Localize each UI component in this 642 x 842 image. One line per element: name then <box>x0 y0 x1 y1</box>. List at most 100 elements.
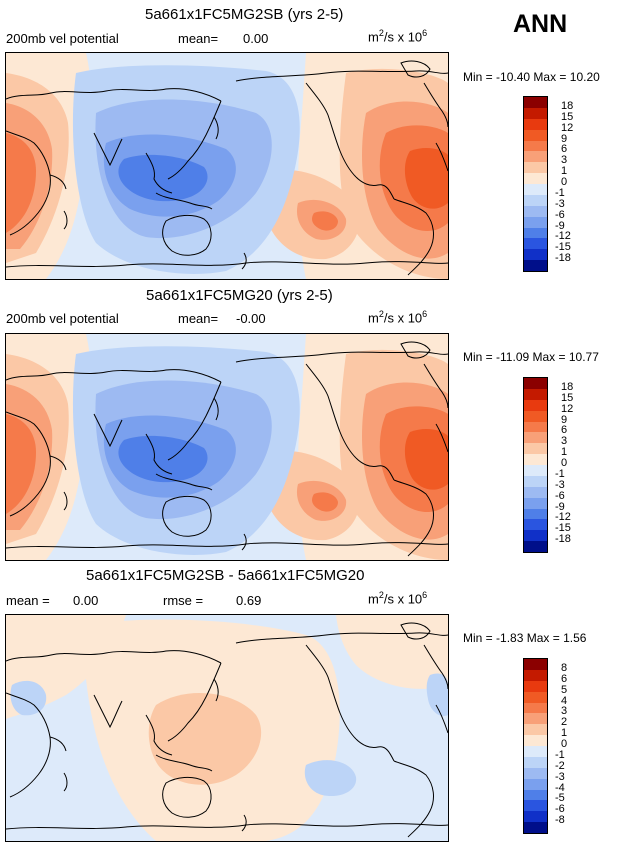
coastline <box>6 542 448 549</box>
colorbar-tick-label: -6 <box>555 208 565 221</box>
colorbar-tick-label: -1 <box>555 467 565 480</box>
coastline <box>355 738 395 762</box>
coastline <box>423 82 448 128</box>
field-positive-9 <box>404 429 448 490</box>
coastline <box>155 192 213 210</box>
colorbar-swatch <box>524 184 547 195</box>
colorbar-swatch <box>524 249 547 261</box>
colorbar-tick-label: -8 <box>555 814 565 827</box>
coastline <box>355 176 395 200</box>
panel3-minmax: Min = -1.83 Max = 1.56 <box>463 631 587 645</box>
colorbar-swatch <box>524 151 547 163</box>
field-diff-negative-left <box>10 680 47 716</box>
coastline <box>213 397 219 421</box>
colorbar-tick-label: 0 <box>561 457 568 469</box>
map-svg <box>6 53 448 279</box>
colorbar-tick-label: 15 <box>561 110 574 123</box>
colorbar-swatch <box>524 702 547 714</box>
colorbar-tick-label: 12 <box>561 121 574 134</box>
panel2-title: 5a661x1FC5MG20 (yrs 2-5) <box>146 287 333 304</box>
panel1-mean-value: 0.00 <box>243 31 269 46</box>
colorbar-tick-label: 1 <box>561 727 568 740</box>
panel2-map <box>5 333 449 561</box>
panel2-mean-label: mean= <box>178 311 219 326</box>
colorbar-swatch <box>524 475 547 487</box>
coastline <box>93 132 123 167</box>
colorbar-swatch <box>524 399 547 411</box>
map-svg <box>6 334 448 560</box>
colorbar-tick-label: -18 <box>555 533 571 546</box>
coastline <box>145 714 173 756</box>
colorbar-swatch <box>524 378 547 389</box>
coastlines <box>6 341 448 557</box>
colorbar-tick-label: 9 <box>561 413 568 426</box>
colorbar-swatch <box>524 724 547 736</box>
coastline <box>400 60 431 78</box>
colorbar-tick-label: 15 <box>561 391 574 404</box>
colorbar-tick-label: 1 <box>561 165 568 178</box>
colorbar-tick-label: -3 <box>555 770 565 783</box>
colorbar-tick-label: 0 <box>561 176 568 188</box>
colorbar-swatch <box>524 260 547 271</box>
colorbar-tick-label: 3 <box>561 154 568 167</box>
colorbar-tick-label: 4 <box>561 694 568 707</box>
colorbar-tick-label: -9 <box>555 500 565 513</box>
colorbar-tick-label: 3 <box>561 705 568 718</box>
colorbar-swatch <box>524 465 547 476</box>
colorbar-tick-label: -15 <box>555 241 571 254</box>
colorbar-swatch <box>524 118 547 130</box>
coastline <box>235 351 448 363</box>
coastline <box>241 533 247 551</box>
colorbar-swatch <box>524 659 547 670</box>
colorbar-swatch <box>524 238 547 250</box>
panel1-title: 5a661x1FC5MG2SB (yrs 2-5) <box>145 6 344 23</box>
coastline <box>167 381 222 461</box>
colorbar-swatch <box>524 486 547 498</box>
colorbar-swatch <box>524 669 547 681</box>
coastline <box>435 704 448 734</box>
colorbar-swatch <box>524 97 547 108</box>
colorbar-swatch <box>524 680 547 692</box>
coastline <box>393 479 434 557</box>
colorbar-tick-label: 12 <box>561 402 574 415</box>
colorbar-tick-label: 2 <box>561 716 568 729</box>
coastline <box>241 814 247 832</box>
coastline <box>6 261 448 268</box>
colorbar-tick-label: -6 <box>555 803 565 816</box>
field-left-6 <box>6 414 36 514</box>
colorbar-tick-label: -9 <box>555 219 565 232</box>
coastline <box>63 210 68 230</box>
colorbar-swatch <box>524 519 547 531</box>
field-diff-negative-right <box>426 673 448 717</box>
coastline <box>167 100 222 180</box>
colorbar-tick-label: 9 <box>561 132 568 145</box>
field-layer <box>6 53 448 279</box>
coastline <box>241 252 247 270</box>
colorbar-tick-label: -1 <box>555 186 565 199</box>
coastline <box>423 644 448 690</box>
coastline <box>49 736 67 752</box>
colorbar-tick-label: 8 <box>561 661 568 674</box>
colorbar-swatch <box>524 691 547 703</box>
coastline <box>355 457 395 481</box>
panel1-colorbar <box>523 96 548 272</box>
coastline <box>6 88 222 102</box>
colorbar-swatch <box>524 713 547 725</box>
panel3-mean-value: 0.00 <box>73 593 99 608</box>
coastline <box>213 116 219 140</box>
colorbar-swatch <box>524 497 547 509</box>
coastline <box>155 754 213 772</box>
colorbar-swatch <box>524 541 547 552</box>
colorbar-tick-label: -6 <box>555 489 565 502</box>
field-positive-9 <box>404 148 448 209</box>
colorbar-swatch <box>524 107 547 119</box>
panel3-colorbar <box>523 658 548 834</box>
colorbar-tick-label: -5 <box>555 792 565 805</box>
colorbar-swatch <box>524 162 547 174</box>
colorbar-swatch <box>524 735 547 746</box>
colorbar-swatch <box>524 454 547 465</box>
colorbar-swatch <box>524 530 547 542</box>
coastline <box>235 70 448 82</box>
colorbar-swatch <box>524 421 547 433</box>
coastline <box>305 363 357 459</box>
